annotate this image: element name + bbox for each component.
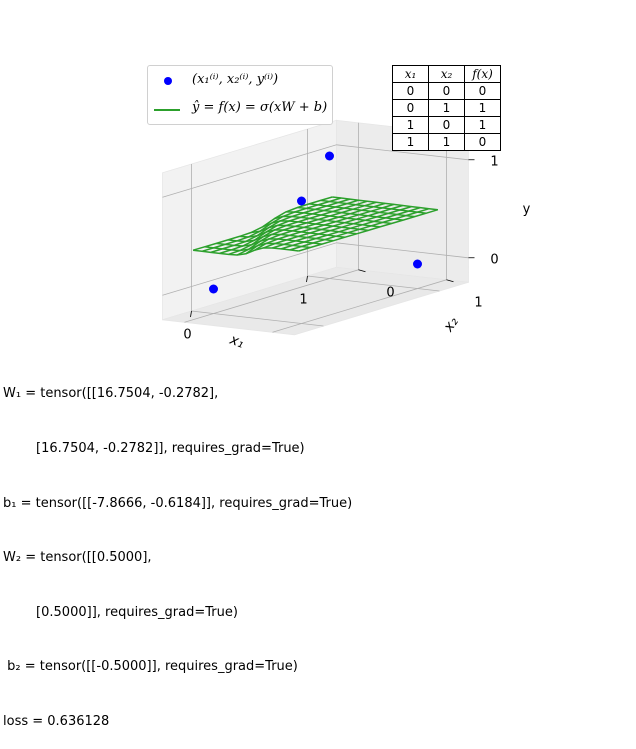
truth-table-header: x₁ x₂ f(x) [392, 65, 501, 83]
y-tick-label: 1 [490, 154, 498, 169]
table-cell: 1 [464, 99, 501, 117]
data-point [297, 196, 306, 206]
legend-entry-points: (x₁⁽ⁱ⁾, x₂⁽ⁱ⁾, y⁽ⁱ⁾) [148, 72, 332, 92]
truth-table-header-cell: f(x) [464, 65, 501, 83]
truth-table: x₁ x₂ f(x) 0 0 0 0 1 1 1 0 1 1 1 0 [392, 65, 501, 151]
x1-tick-label: 0 [183, 328, 191, 343]
y-tick-label: 0 [490, 252, 498, 267]
x-axis-label: x₁ [227, 332, 246, 352]
x1-tick-mark [306, 275, 308, 283]
table-cell: 0 [428, 116, 465, 134]
table-cell: 0 [428, 82, 465, 100]
surface-line-x1 [320, 199, 427, 214]
table-cell: 1 [392, 133, 429, 151]
param-line-w2: W₂ = tensor([[0.5000], [3, 550, 152, 566]
axes-panes [162, 119, 469, 336]
legend-label-points: (x₁⁽ⁱ⁾, x₂⁽ⁱ⁾, y⁽ⁱ⁾) [192, 72, 279, 87]
surface-line-x2 [280, 206, 421, 250]
data-point [413, 259, 422, 269]
data-point [325, 151, 334, 161]
data-point [209, 284, 218, 294]
truth-table-header-cell: x₁ [392, 65, 429, 83]
x1-tick-label: 1 [299, 293, 307, 308]
x2-tick-label: 1 [474, 295, 482, 310]
param-line-b2: b₂ = tensor([[-0.5000]], requires_grad=T… [3, 659, 298, 675]
table-cell: 1 [428, 99, 465, 117]
x2-tick-label: 0 [386, 285, 394, 300]
surface-wireframe [192, 196, 439, 256]
param-line-w1: W₁ = tensor([[16.7504, -0.2782], [3, 386, 219, 402]
table-row: 0 0 0 [392, 82, 501, 100]
gridline-y [162, 144, 469, 198]
table-cell: 0 [464, 133, 501, 151]
surface-line-x1 [332, 196, 438, 211]
surface-line-x2 [289, 207, 430, 251]
param-line-b1: b₁ = tensor([[-7.8666, -0.6184]], requir… [3, 495, 353, 511]
param-line-w1-cont: [16.7504, -0.2782]], requires_grad=True) [3, 441, 305, 457]
table-cell: 0 [464, 82, 501, 100]
legend-entry-surface: ŷ = f(x) = σ(xW + b) [148, 100, 332, 120]
table-cell: 1 [428, 133, 465, 151]
x1-tick-mark [190, 310, 192, 318]
legend-marker-points [164, 77, 172, 85]
table-row: 1 1 0 [392, 133, 501, 151]
gridline-y [162, 242, 469, 296]
axis-ticks: 0 1 0 1 0 1 [183, 154, 498, 342]
data-points [209, 151, 422, 294]
z-axis-label: y [523, 202, 531, 217]
table-row: 0 1 1 [392, 99, 501, 117]
param-line-loss: loss = 0.636128 [3, 714, 110, 730]
surface-line-x2 [298, 208, 439, 252]
y-axis-label: x₂ [440, 314, 462, 336]
legend: (x₁⁽ⁱ⁾, x₂⁽ⁱ⁾, y⁽ⁱ⁾) ŷ = f(x) = σ(xW + b… [147, 65, 333, 125]
truth-table-header-cell: x₂ [428, 65, 465, 83]
x2-tick-mark [446, 279, 454, 283]
parameter-readout: W₁ = tensor([[16.7504, -0.2782], [16.750… [3, 349, 352, 749]
x2-tick-mark [358, 269, 366, 273]
table-row: 1 0 1 [392, 116, 501, 134]
table-cell: 0 [392, 99, 429, 117]
legend-label-surface: ŷ = f(x) = σ(xW + b) [192, 100, 328, 115]
table-cell: 0 [392, 82, 429, 100]
table-cell: 1 [464, 116, 501, 134]
legend-marker-surface [154, 109, 180, 111]
param-line-w2-cont: [0.5000]], requires_grad=True) [3, 604, 238, 620]
floor-pane [162, 266, 469, 336]
table-cell: 1 [392, 116, 429, 134]
